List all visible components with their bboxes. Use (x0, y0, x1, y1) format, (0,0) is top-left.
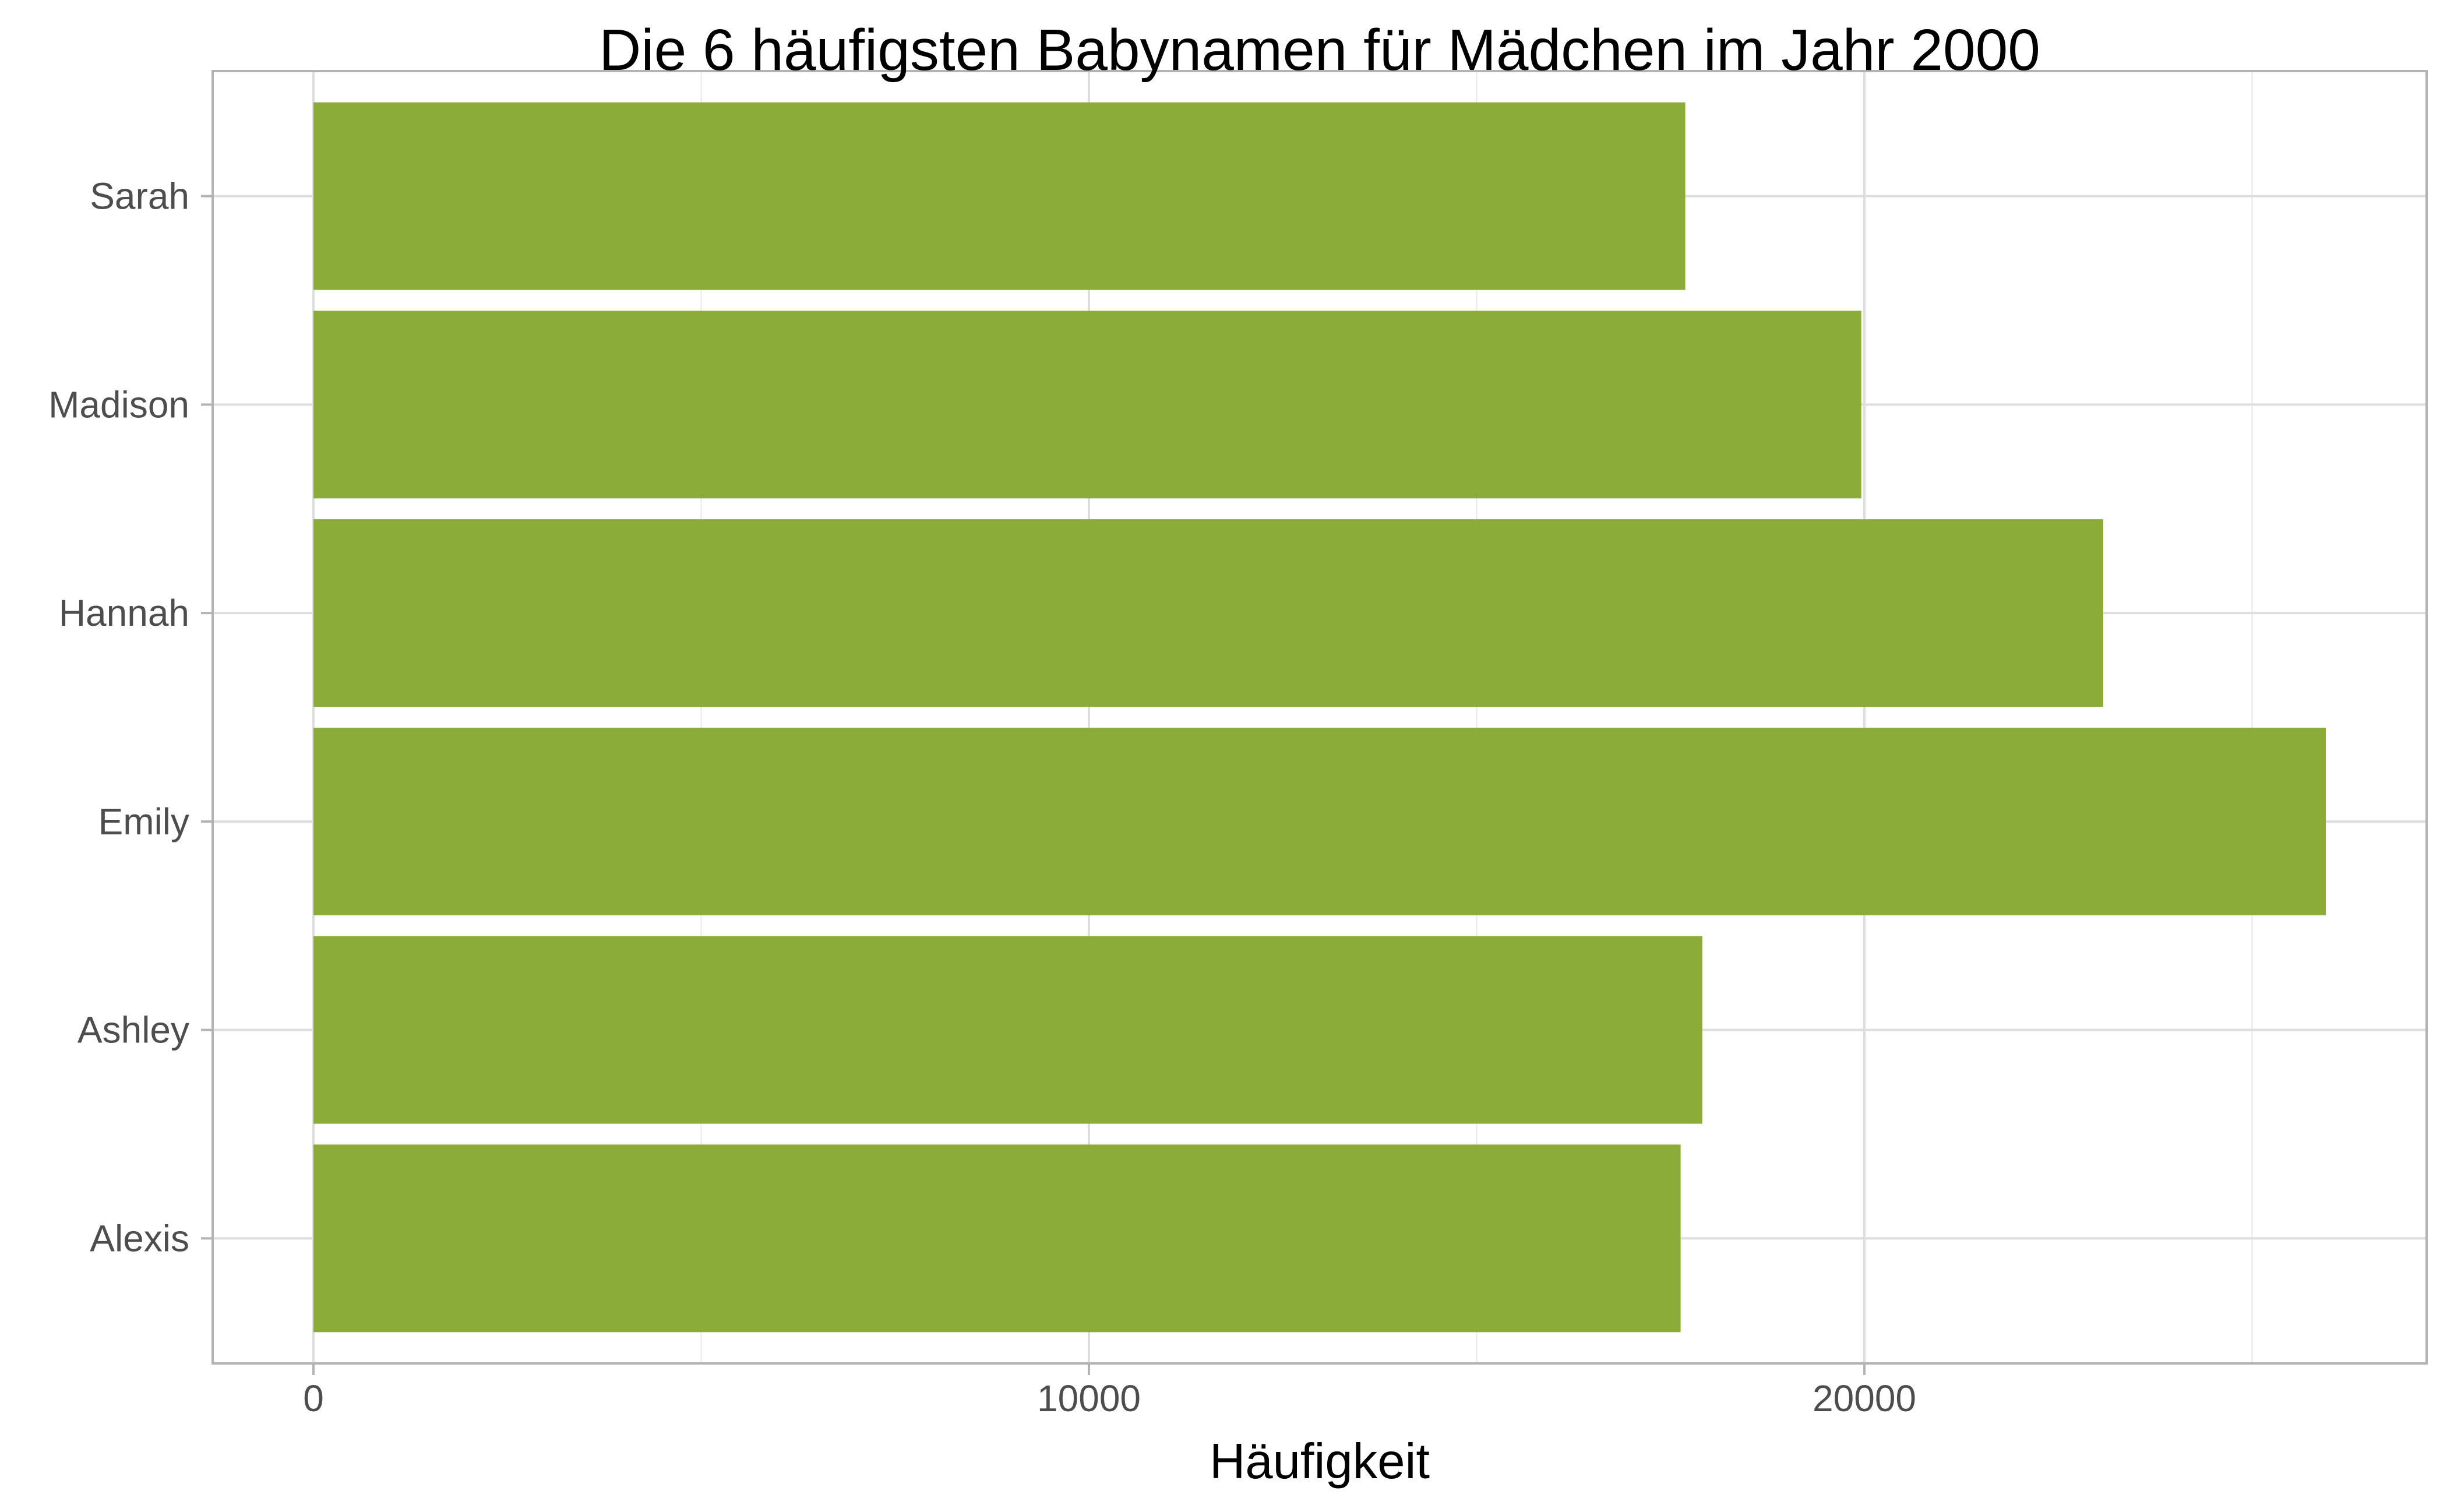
bar-hannah (313, 519, 2103, 707)
y-tick-label-ashley: Ashley (77, 1009, 189, 1051)
x-tick-label-1: 10000 (1037, 1377, 1141, 1419)
x-axis-tick-labels: 0 10000 20000 (303, 1377, 1916, 1419)
y-tick-label-alexis: Alexis (90, 1217, 189, 1259)
x-tick-label-0: 0 (303, 1377, 324, 1419)
x-axis-title: Häufigkeit (1210, 1434, 1430, 1489)
y-tick-label-madison: Madison (48, 383, 189, 425)
y-axis-tick-labels: Alexis Ashley Emily Hannah Madison Sarah (48, 175, 189, 1260)
axis-ticks (201, 195, 1866, 1375)
y-tick-label-emily: Emily (98, 801, 189, 843)
bar-madison (313, 311, 1861, 499)
bar-sarah (313, 102, 1686, 290)
plot-panel-border (211, 70, 2428, 1365)
bar-ashley (313, 936, 1702, 1124)
x-tick-label-2: 20000 (1813, 1377, 1916, 1419)
chart-title: Die 6 häufigsten Babynamen für Mädchen i… (599, 17, 2040, 83)
y-tick-label-sarah: Sarah (90, 175, 189, 217)
bars (313, 102, 2326, 1333)
bar-emily (313, 727, 2326, 915)
y-tick-label-hannah: Hannah (59, 592, 189, 634)
bar-alexis (313, 1144, 1681, 1333)
